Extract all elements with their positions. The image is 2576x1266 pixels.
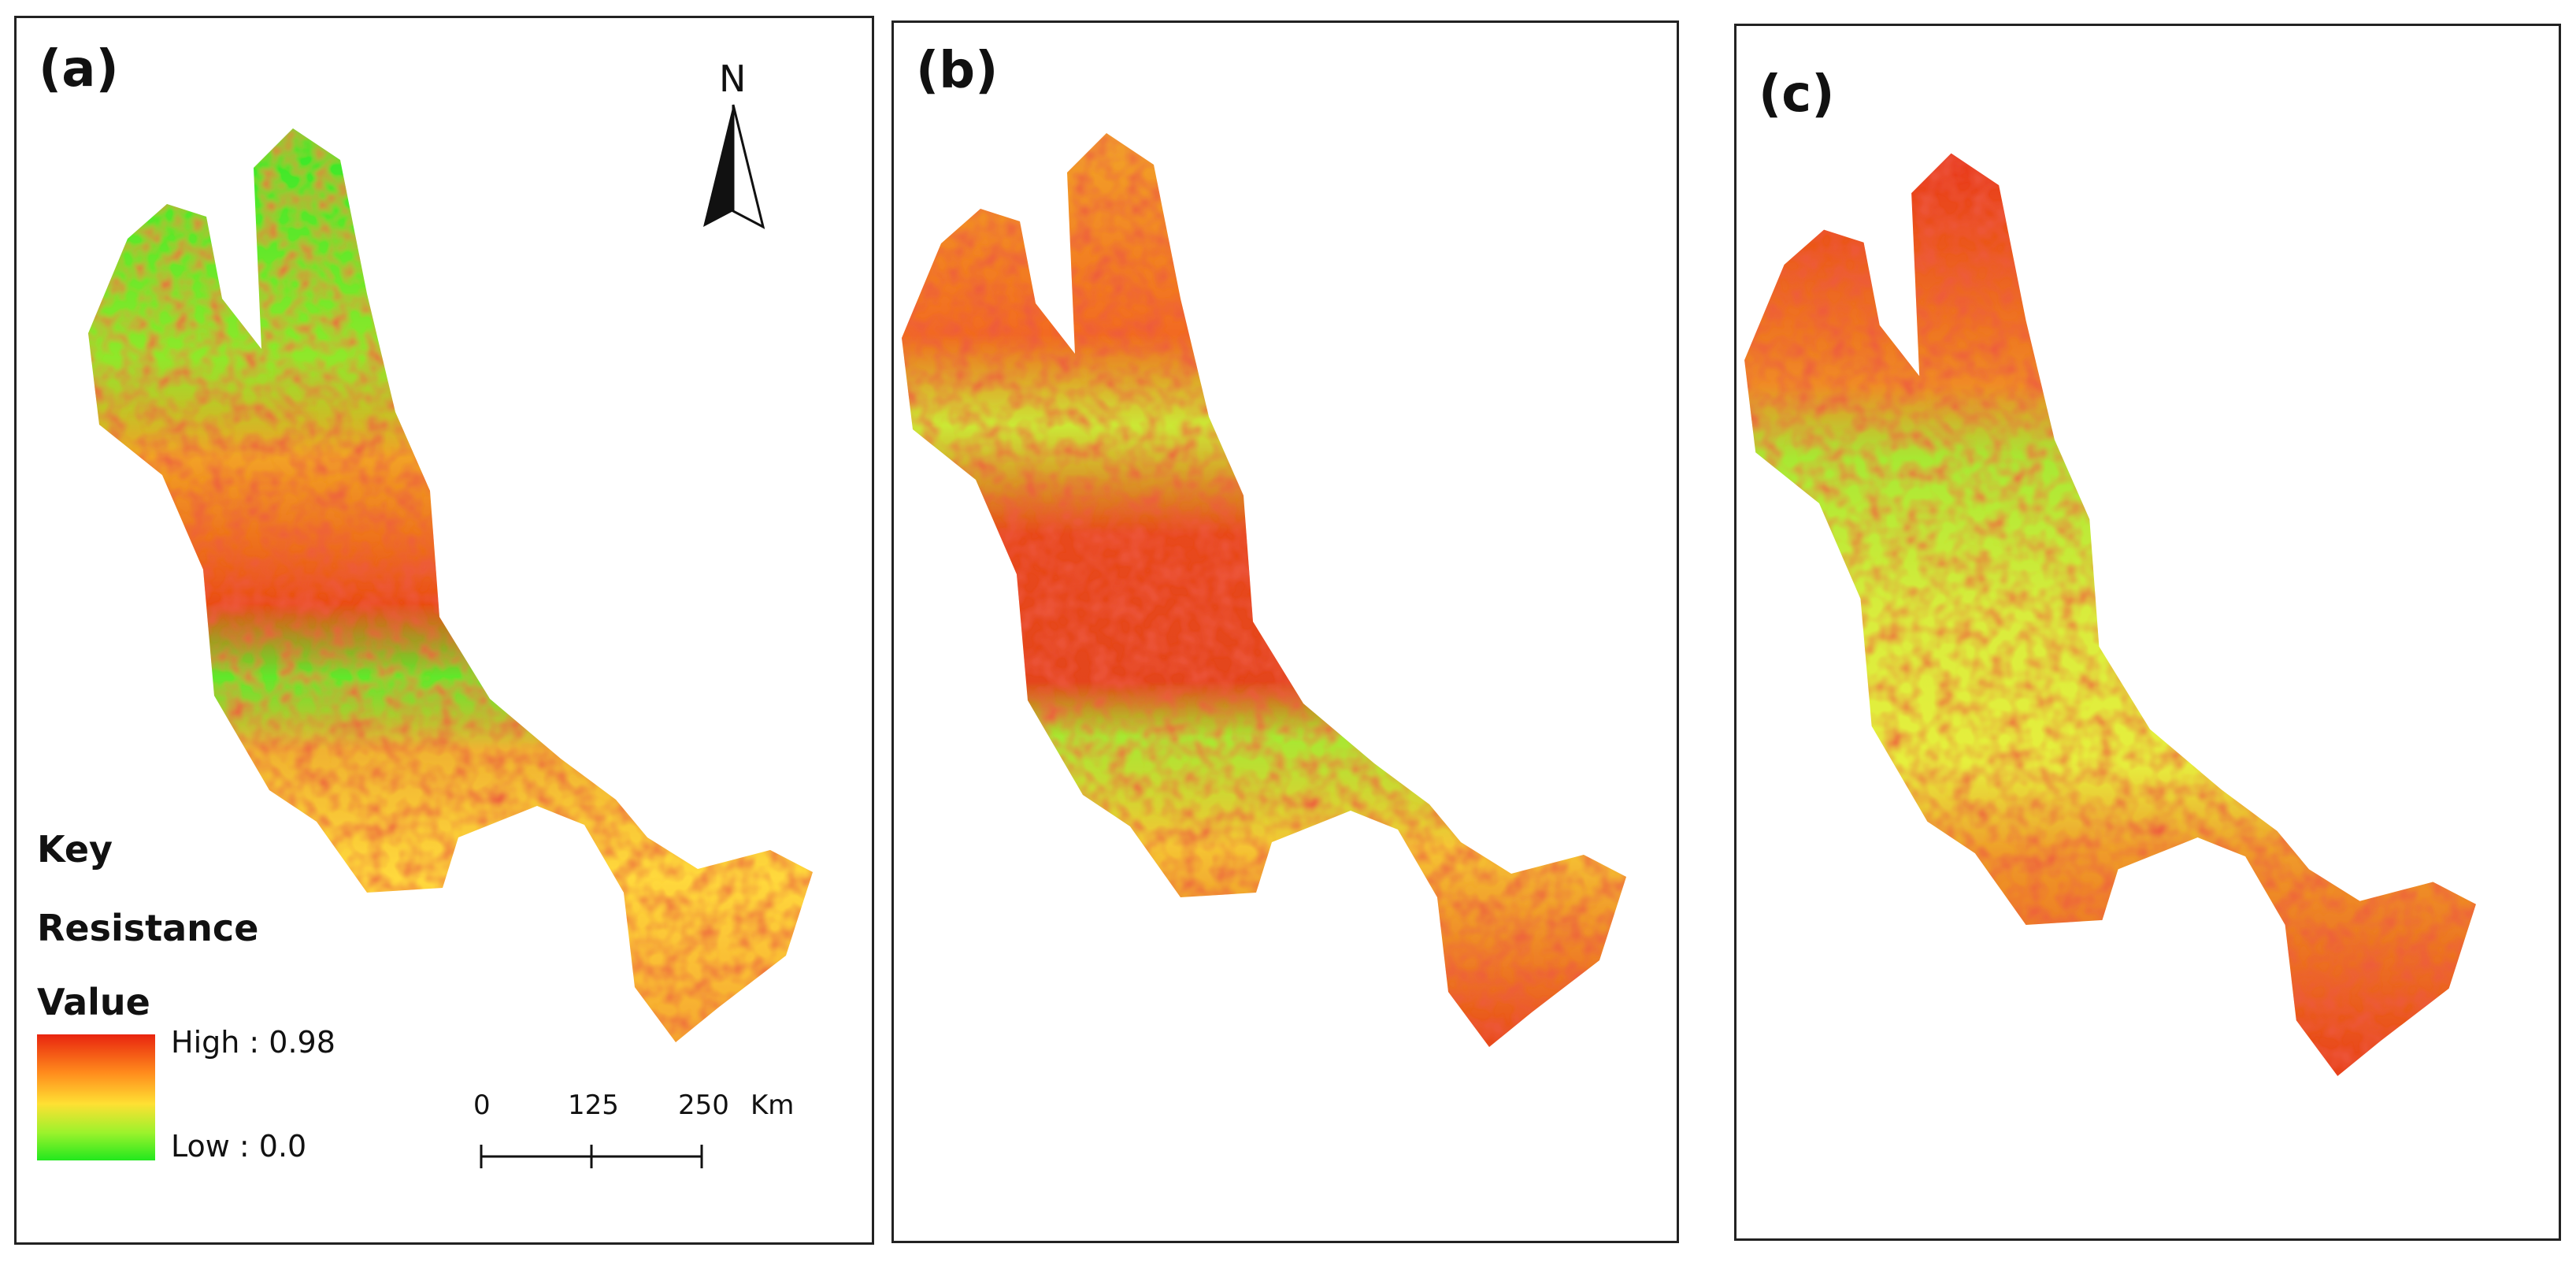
panel-b: (b)	[891, 20, 1679, 1243]
panel-a: (a) N Key Resistance Value High : 0.98 L…	[14, 16, 874, 1245]
legend-low-label: Low : 0.0	[171, 1129, 307, 1164]
scale-tick-250: 250	[678, 1090, 729, 1121]
scale-bar: 0 125 250 Km	[473, 1090, 804, 1184]
legend-title: Resistance	[37, 907, 259, 949]
legend-subtitle: Value	[37, 981, 150, 1023]
resistance-map-b	[902, 133, 1626, 1047]
scale-unit: Km	[751, 1090, 795, 1121]
panel-label-b: (b)	[916, 42, 999, 100]
panel-label-a: (a)	[39, 40, 119, 98]
scale-tick-0: 0	[473, 1090, 491, 1121]
scale-tick-125: 125	[568, 1090, 619, 1121]
resistance-map-c	[1744, 153, 2476, 1076]
legend-high-label: High : 0.98	[171, 1025, 335, 1060]
legend-key-title: Key	[37, 828, 113, 871]
north-arrow-icon	[703, 104, 765, 229]
legend-color-ramp	[37, 1034, 155, 1160]
scale-bar-line	[480, 1145, 703, 1168]
panel-label-c: (c)	[1759, 65, 1835, 124]
panel-c: (c)	[1734, 24, 2561, 1241]
north-arrow-letter: N	[719, 58, 747, 100]
north-arrow: N	[694, 58, 773, 231]
